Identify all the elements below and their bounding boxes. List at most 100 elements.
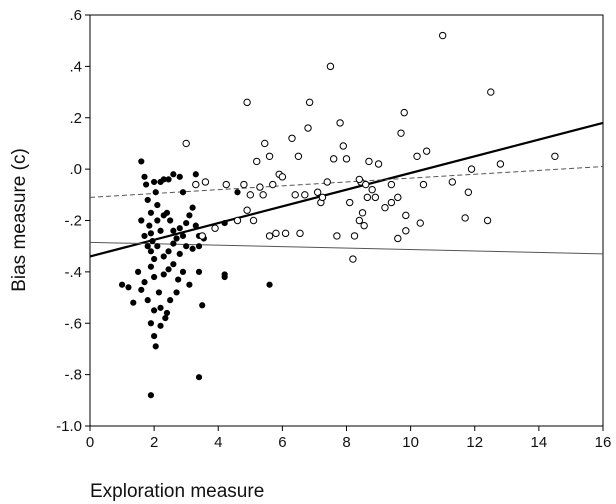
filled-point	[134, 268, 142, 275]
filled-point	[199, 302, 206, 309]
filled-point	[167, 217, 174, 224]
filled-point	[146, 222, 153, 229]
open-point	[265, 232, 274, 240]
open-point	[397, 129, 405, 137]
open-point	[394, 193, 402, 202]
filled-point	[138, 217, 145, 224]
filled-point	[189, 245, 196, 252]
open-point	[253, 157, 261, 166]
open-point	[487, 88, 495, 96]
markers	[118, 31, 559, 399]
x-tick-label: 12	[466, 434, 483, 451]
x-tick-label: 16	[595, 434, 612, 451]
open-point	[336, 119, 344, 127]
open-point	[387, 198, 396, 207]
filled-point	[152, 343, 159, 350]
open-point	[342, 155, 351, 163]
open-point	[360, 221, 368, 230]
filled-point	[195, 374, 203, 381]
open-point	[326, 62, 335, 71]
y-tick-label: .4	[69, 58, 82, 75]
filled-point	[160, 253, 167, 260]
open-point	[349, 255, 357, 263]
open-point	[551, 152, 559, 160]
open-point	[355, 216, 364, 225]
open-point	[318, 193, 327, 202]
open-point	[374, 160, 383, 168]
y-axis-title: Bias measure (c)	[9, 148, 30, 292]
filled-point	[165, 266, 172, 273]
filled-point	[183, 243, 190, 250]
open-point	[291, 191, 299, 199]
filled-point	[147, 248, 155, 255]
filled-point	[189, 204, 196, 211]
filled-point	[179, 232, 187, 240]
open-point	[313, 188, 322, 196]
filled-point	[147, 230, 155, 237]
filled-point	[151, 178, 158, 186]
filled-point	[176, 250, 183, 257]
filled-point	[138, 286, 145, 293]
open-point	[387, 180, 396, 189]
open-point	[422, 147, 431, 155]
filled-point	[144, 196, 151, 204]
filled-point	[234, 189, 241, 196]
filled-point	[149, 237, 156, 245]
filled-point	[157, 304, 164, 311]
y-tick-label: .6	[69, 7, 82, 24]
filled-point	[165, 176, 172, 183]
open-point	[304, 124, 312, 132]
x-tick-label: 10	[402, 434, 419, 451]
open-point	[249, 216, 258, 225]
open-point	[305, 98, 314, 107]
filled-point	[143, 181, 150, 188]
filled-point	[144, 243, 151, 250]
filled-point	[176, 173, 183, 180]
y-axis: .6 .4 .2 .0 -.2 -.4 -.6 -.8 -1.0	[56, 7, 90, 435]
filled-point	[125, 284, 132, 291]
open-point	[198, 232, 206, 240]
open-point	[339, 142, 347, 150]
filled-point	[144, 297, 151, 304]
filled-point	[147, 209, 155, 216]
open-point	[265, 152, 274, 160]
plot-area	[89, 14, 604, 427]
open-point	[243, 98, 251, 107]
open-point	[461, 214, 469, 222]
filled-point	[170, 261, 177, 268]
open-point	[329, 155, 338, 163]
filled-point	[157, 227, 164, 234]
filled-point	[154, 201, 161, 209]
open-point	[363, 193, 372, 202]
open-point	[233, 216, 242, 225]
filled-point	[173, 289, 180, 296]
overall-fit-line	[89, 121, 604, 258]
filled-point	[151, 255, 158, 263]
filled-point	[221, 219, 228, 227]
x-tick-label: 4	[214, 434, 222, 451]
open-point	[281, 229, 290, 238]
filled-point	[186, 212, 193, 219]
filled-point	[179, 268, 187, 275]
open-point	[261, 139, 269, 148]
filled-point	[163, 309, 171, 317]
open-point	[496, 160, 505, 168]
open-point	[464, 188, 473, 196]
filled-point	[170, 240, 177, 247]
filled-point	[266, 281, 273, 288]
open-point	[365, 157, 373, 166]
filled-point	[183, 219, 190, 227]
open-point	[394, 234, 402, 243]
filled-point	[151, 273, 158, 281]
y-tick-label: -.4	[64, 264, 82, 281]
filled-point	[195, 243, 203, 250]
filled-point	[151, 307, 158, 314]
y-tick-label: -.8	[64, 367, 82, 384]
open-point	[182, 139, 190, 148]
open-point	[192, 180, 200, 189]
y-tick-label: -1.0	[56, 418, 82, 435]
filled-point	[160, 271, 167, 278]
x-tick-label: 0	[86, 434, 94, 451]
open-point	[278, 173, 287, 181]
open-point	[294, 152, 303, 160]
